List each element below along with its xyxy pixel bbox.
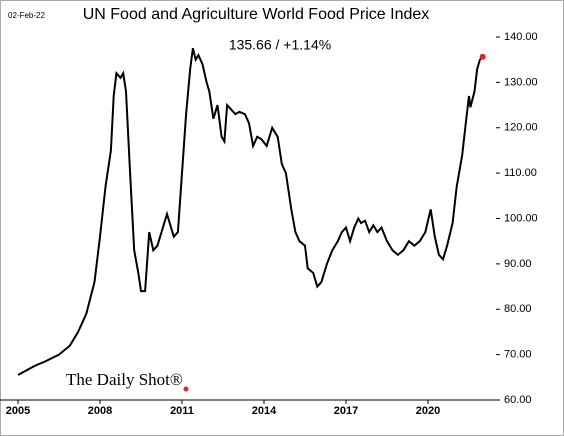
last-point	[479, 53, 486, 60]
y-tick-label: 90.00	[504, 258, 532, 270]
annotation: 135.66 / +1.14%	[229, 37, 331, 53]
chart-title: UN Food and Agriculture World Food Price…	[83, 6, 430, 23]
y-tick-label: 80.00	[504, 303, 532, 315]
date-label: 02-Feb-22	[8, 11, 45, 20]
watermark: The Daily Shot®	[66, 370, 183, 389]
x-tick-label: 2020	[416, 405, 440, 417]
x-tick-label: 2005	[6, 405, 30, 417]
watermark-dot	[183, 386, 189, 392]
y-tick-label: 110.00	[504, 167, 537, 179]
y-tick-label: 120.00	[504, 122, 538, 134]
y-tick-label: 100.00	[504, 212, 538, 224]
x-tick-label: 2017	[334, 405, 358, 417]
x-tick-label: 2014	[252, 405, 277, 417]
y-tick-label: 140.00	[504, 31, 538, 43]
y-tick-label: 70.00	[504, 349, 532, 361]
x-tick-label: 2011	[170, 405, 194, 417]
x-tick-label: 2008	[88, 405, 112, 417]
y-tick-label: 130.00	[504, 76, 538, 88]
series-line	[17, 48, 484, 376]
y-tick-label: 60.00	[504, 394, 532, 406]
